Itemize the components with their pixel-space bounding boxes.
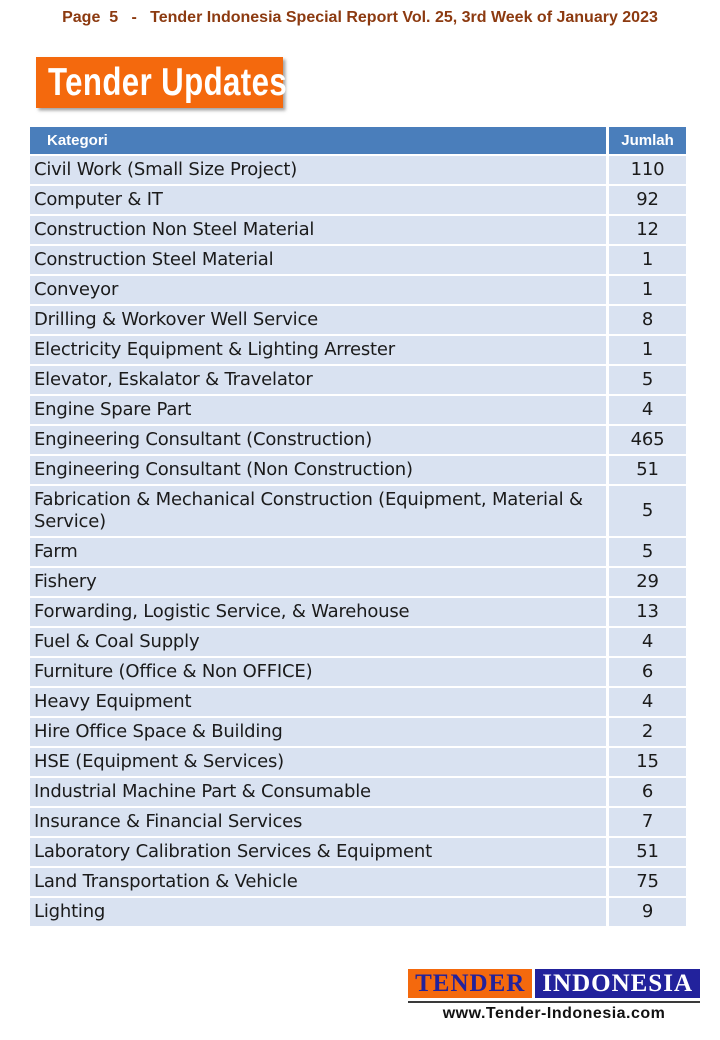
- count-cell: 92: [606, 186, 686, 216]
- table-row: Fuel & Coal Supply 4: [30, 628, 686, 658]
- count-cell: 2: [606, 718, 686, 748]
- table-row: Land Transportation & Vehicle 75: [30, 868, 686, 898]
- category-cell: Engineering Consultant (Non Construction…: [30, 456, 606, 486]
- table-row: Construction Steel Material 1: [30, 246, 686, 276]
- count-cell: 12: [606, 216, 686, 246]
- table-row: Engineering Consultant (Non Construction…: [30, 456, 686, 486]
- count-cell: 5: [606, 486, 686, 538]
- count-cell: 465: [606, 426, 686, 456]
- table-row: Elevator, Eskalator & Travelator 5: [30, 366, 686, 396]
- banner-title: Tender Updates: [48, 60, 288, 104]
- category-cell: Electricity Equipment & Lighting Arreste…: [30, 336, 606, 366]
- table-row: Engineering Consultant (Construction) 46…: [30, 426, 686, 456]
- table-row: Furniture (Office & Non OFFICE) 6: [30, 658, 686, 688]
- category-cell: Industrial Machine Part & Consumable: [30, 778, 606, 808]
- category-cell: Hire Office Space & Building: [30, 718, 606, 748]
- table-row: Laboratory Calibration Services & Equipm…: [30, 838, 686, 868]
- category-cell: Conveyor: [30, 276, 606, 306]
- category-cell: Laboratory Calibration Services & Equipm…: [30, 838, 606, 868]
- table-row: Engine Spare Part 4: [30, 396, 686, 426]
- table-row: Industrial Machine Part & Consumable 6: [30, 778, 686, 808]
- category-cell: Heavy Equipment: [30, 688, 606, 718]
- count-cell: 4: [606, 688, 686, 718]
- count-cell: 29: [606, 568, 686, 598]
- category-cell: Engineering Consultant (Construction): [30, 426, 606, 456]
- logo-tender-segment: TENDER: [408, 969, 533, 998]
- table-row: Farm 5: [30, 538, 686, 568]
- category-cell: HSE (Equipment & Services): [30, 748, 606, 778]
- count-cell: 13: [606, 598, 686, 628]
- category-cell: Furniture (Office & Non OFFICE): [30, 658, 606, 688]
- category-cell: Construction Steel Material: [30, 246, 606, 276]
- tender-updates-banner: Tender Updates: [36, 57, 287, 108]
- category-cell: Construction Non Steel Material: [30, 216, 606, 246]
- logo-indonesia-segment: INDONESIA: [535, 969, 700, 998]
- count-cell: 5: [606, 366, 686, 396]
- table-row: Civil Work (Small Size Project) 110: [30, 156, 686, 186]
- count-cell: 5: [606, 538, 686, 568]
- table-header-row: Kategori Jumlah: [30, 127, 686, 156]
- category-cell: Insurance & Financial Services: [30, 808, 606, 838]
- table-row: HSE (Equipment & Services) 15: [30, 748, 686, 778]
- table-row: Computer & IT 92: [30, 186, 686, 216]
- category-cell: Land Transportation & Vehicle: [30, 868, 606, 898]
- table-row: Conveyor 1: [30, 276, 686, 306]
- category-cell: Engine Spare Part: [30, 396, 606, 426]
- count-cell: 1: [606, 336, 686, 366]
- column-header-jumlah: Jumlah: [606, 127, 686, 156]
- count-cell: 6: [606, 658, 686, 688]
- count-cell: 7: [606, 808, 686, 838]
- category-cell: Farm: [30, 538, 606, 568]
- table-row: Hire Office Space & Building 2: [30, 718, 686, 748]
- category-cell: Lighting: [30, 898, 606, 928]
- count-cell: 1: [606, 276, 686, 306]
- category-cell: Elevator, Eskalator & Travelator: [30, 366, 606, 396]
- table-row: Insurance & Financial Services 7: [30, 808, 686, 838]
- count-cell: 51: [606, 456, 686, 486]
- footer: TENDER INDONESIA www.Tender-Indonesia.co…: [408, 969, 700, 1023]
- count-cell: 1: [606, 246, 686, 276]
- column-header-kategori: Kategori: [30, 127, 606, 156]
- count-cell: 51: [606, 838, 686, 868]
- table-row: Electricity Equipment & Lighting Arreste…: [30, 336, 686, 366]
- category-cell: Forwarding, Logistic Service, & Warehous…: [30, 598, 606, 628]
- page-header: Page 5 - Tender Indonesia Special Report…: [62, 9, 658, 26]
- tender-categories-table: Kategori Jumlah Civil Work (Small Size P…: [30, 127, 686, 928]
- tender-indonesia-logo: TENDER INDONESIA: [408, 969, 700, 998]
- table-row: Heavy Equipment 4: [30, 688, 686, 718]
- category-cell: Computer & IT: [30, 186, 606, 216]
- table-row: Forwarding, Logistic Service, & Warehous…: [30, 598, 686, 628]
- category-cell: Civil Work (Small Size Project): [30, 156, 606, 186]
- category-cell: Drilling & Workover Well Service: [30, 306, 606, 336]
- table-row: Fabrication & Mechanical Construction (E…: [30, 486, 686, 538]
- table-row: Lighting 9: [30, 898, 686, 928]
- count-cell: 4: [606, 396, 686, 426]
- table-row: Fishery 29: [30, 568, 686, 598]
- table-row: Drilling & Workover Well Service 8: [30, 306, 686, 336]
- count-cell: 75: [606, 868, 686, 898]
- count-cell: 8: [606, 306, 686, 336]
- count-cell: 15: [606, 748, 686, 778]
- category-cell: Fishery: [30, 568, 606, 598]
- website-link[interactable]: www.Tender-Indonesia.com: [408, 1001, 700, 1023]
- count-cell: 6: [606, 778, 686, 808]
- table-row: Construction Non Steel Material 12: [30, 216, 686, 246]
- count-cell: 9: [606, 898, 686, 928]
- count-cell: 4: [606, 628, 686, 658]
- count-cell: 110: [606, 156, 686, 186]
- category-cell: Fabrication & Mechanical Construction (E…: [30, 486, 606, 538]
- category-cell: Fuel & Coal Supply: [30, 628, 606, 658]
